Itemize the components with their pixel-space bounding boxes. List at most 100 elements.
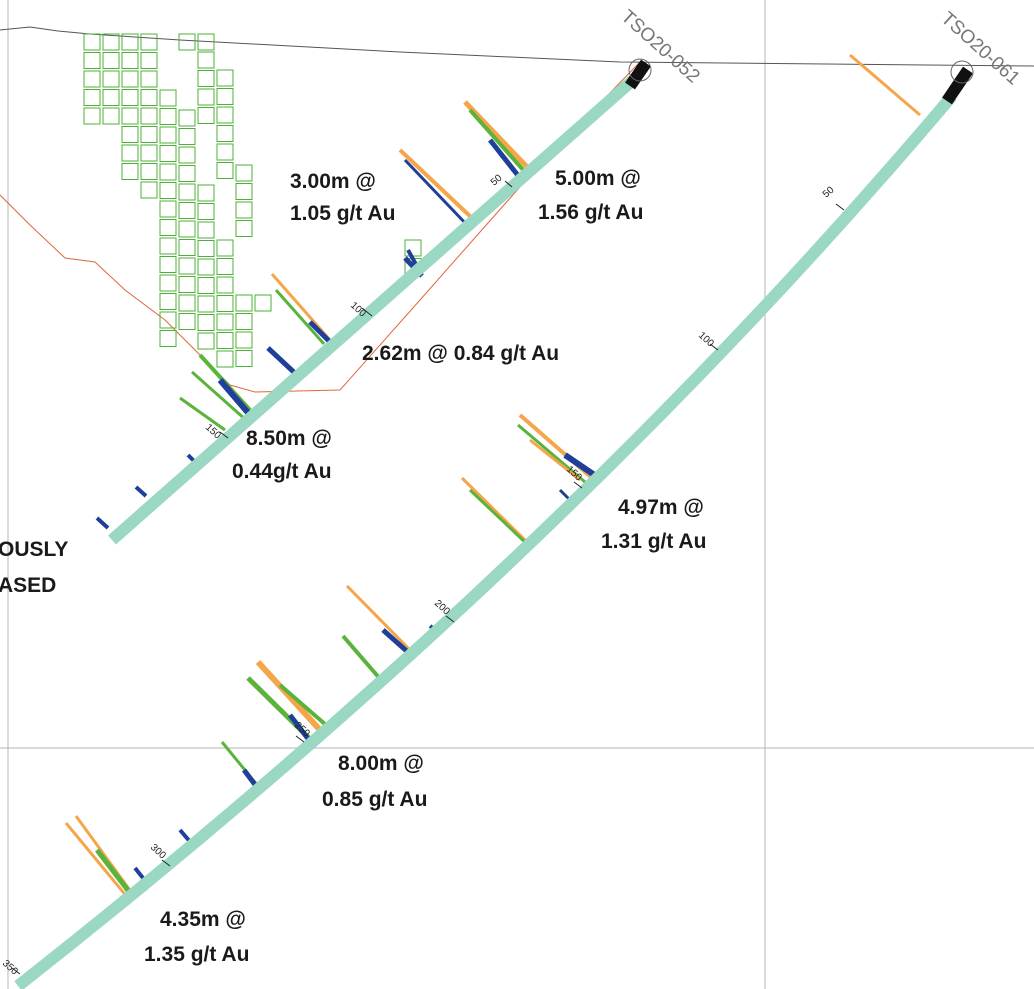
block-cell <box>178 294 196 312</box>
assay-bar <box>529 438 581 482</box>
block-cell <box>159 330 177 347</box>
block-cell <box>235 294 253 312</box>
assay-bar <box>255 659 323 733</box>
hole-label-tso20-061: TSO20-061 <box>937 8 1024 89</box>
assay-bar <box>468 488 530 547</box>
block-cell <box>159 126 177 144</box>
block-cell <box>197 295 215 313</box>
assay-bar <box>242 768 258 788</box>
intercept-label: 1.05 g/t Au <box>290 202 395 225</box>
block-cell <box>216 295 234 312</box>
assay-bar <box>381 628 412 656</box>
intercept-label: 4.35m @ <box>160 908 246 931</box>
block-cell <box>216 69 234 87</box>
block-cell <box>102 89 120 106</box>
assay-bar <box>134 485 148 498</box>
block-cell <box>159 108 177 125</box>
block-cell <box>83 107 101 125</box>
block-cell <box>197 51 215 69</box>
block-cell <box>235 183 253 200</box>
block-cell <box>216 313 234 331</box>
block-cell <box>140 70 158 88</box>
block-cell <box>121 107 139 125</box>
block-cell <box>178 276 196 293</box>
assay-bar <box>460 476 532 547</box>
block-cell <box>159 145 177 162</box>
block-cell <box>404 239 422 257</box>
block-cell <box>140 144 158 162</box>
block-cell <box>140 163 158 180</box>
block-cell <box>121 163 139 180</box>
intercept-label: 0.85 g/t Au <box>322 788 427 811</box>
assay-bar <box>217 378 253 417</box>
depth-ticks-tso20-061 <box>11 203 845 975</box>
block-cell <box>197 203 215 220</box>
block-model <box>83 33 422 368</box>
block-cell <box>178 33 196 51</box>
block-cell <box>216 143 234 161</box>
block-cell <box>121 126 139 143</box>
block-cell <box>178 220 196 238</box>
assay-bar <box>517 423 586 484</box>
block-cell <box>83 70 101 88</box>
intercept-label: 8.50m @ <box>246 427 332 450</box>
block-cell <box>159 163 177 181</box>
block-cell <box>197 277 215 294</box>
depth-tick-label: 50 <box>821 184 837 200</box>
block-cell <box>83 89 101 106</box>
intercept-label: 5.00m @ <box>555 167 641 190</box>
block-cell <box>178 202 196 219</box>
block-cell <box>197 240 215 257</box>
block-cell <box>178 257 196 275</box>
block-cell <box>159 200 177 218</box>
block-cell <box>140 33 158 51</box>
block-cell <box>235 313 253 330</box>
depth-tick-label: 50 <box>489 172 505 188</box>
block-cell <box>102 107 120 125</box>
intercept-label: 1.35 g/t Au <box>144 943 249 966</box>
block-cell <box>216 88 234 105</box>
side-note: ASED <box>0 574 56 597</box>
block-cell <box>121 144 139 162</box>
depth-tick-label: 350 <box>0 958 20 978</box>
block-cell <box>216 276 234 294</box>
block-cell <box>159 89 177 107</box>
block-cell <box>159 256 177 273</box>
hole-label-tso20-052: TSO20-052 <box>617 6 704 87</box>
hole-trace-tso20-061 <box>14 92 957 989</box>
block-cell <box>178 183 196 201</box>
collar-symbol-tso20-052 <box>628 58 652 82</box>
intercept-label: 0.44g/t Au <box>232 460 332 483</box>
block-cell <box>121 70 139 88</box>
block-cell <box>102 70 120 88</box>
block-cell <box>102 33 120 51</box>
depth-tick-label: 300 <box>148 842 168 862</box>
assay-bar <box>468 108 527 174</box>
block-cell <box>159 237 177 255</box>
block-cell <box>178 128 196 145</box>
block-cell <box>216 332 234 349</box>
block-cell <box>235 220 253 237</box>
block-cell <box>197 184 215 202</box>
intercept-label: 3.00m @ <box>290 170 376 193</box>
depth-ticks-tso20-052 <box>219 180 513 439</box>
block-cell <box>216 125 234 142</box>
block-cell <box>121 33 139 51</box>
intercept-label: 1.31 g/t Au <box>601 530 706 553</box>
block-cell <box>140 126 158 143</box>
block-cell <box>197 332 215 350</box>
block-cell <box>83 52 101 69</box>
block-cell <box>178 165 196 182</box>
block-cell <box>216 258 234 275</box>
intercept-label: 4.97m @ <box>618 496 704 519</box>
block-cell <box>216 106 234 124</box>
block-cell <box>235 164 253 182</box>
collar-tso20-061 <box>942 66 973 105</box>
assay-bar <box>341 634 383 682</box>
assay-bar <box>488 138 522 180</box>
collar-symbol-tso20-061 <box>950 60 974 84</box>
assay-bar <box>95 516 110 530</box>
assay-bar <box>191 370 247 422</box>
block-cell <box>159 182 177 199</box>
